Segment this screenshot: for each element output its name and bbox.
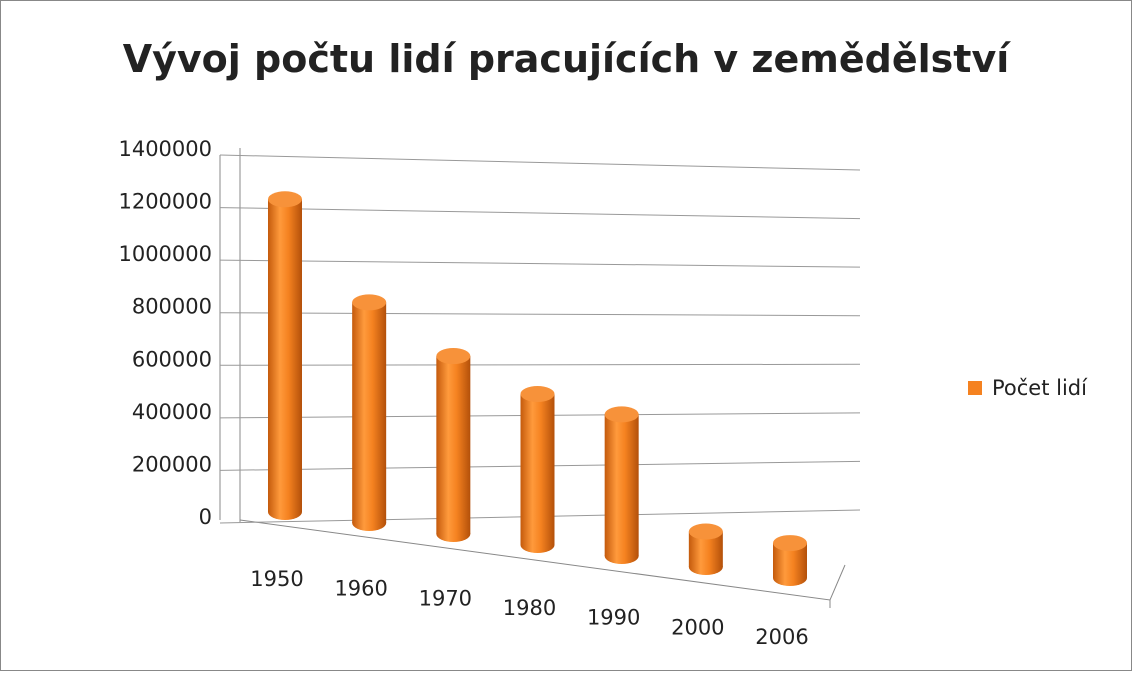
bar	[352, 302, 387, 523]
y-tick-label: 1000000	[118, 242, 212, 266]
bar-top	[352, 294, 387, 311]
y-tick-label: 200000	[132, 452, 212, 476]
y-tick-label: 1400000	[118, 137, 212, 161]
bar-top	[688, 523, 723, 540]
x-tick-label: 1970	[419, 586, 472, 610]
grid-line	[219, 312, 861, 317]
x-tick-label: 2000	[671, 615, 724, 639]
bar	[604, 414, 639, 556]
bar-bottom	[268, 504, 302, 520]
bar-bottom	[436, 526, 471, 542]
x-tick-label: 1950	[250, 567, 303, 591]
y-tick-label: 400000	[132, 400, 212, 424]
bar-bottom	[352, 515, 387, 531]
legend-label: Počet lidí	[992, 376, 1088, 400]
bar-top	[773, 535, 807, 552]
x-tick-label: 1960	[334, 577, 387, 601]
grid-line	[219, 363, 861, 366]
y-tick-label: 1200000	[118, 190, 212, 214]
x-tick-label: 1990	[587, 606, 640, 630]
grid-line	[219, 207, 861, 220]
bar-top	[520, 385, 555, 402]
bar-bottom	[520, 537, 555, 553]
x-tick-label: 1980	[503, 596, 556, 620]
chart-title: Vývoj počtu lidí pracujících v zemědělst…	[123, 37, 1011, 81]
y-tick-label: 600000	[132, 347, 212, 371]
bar	[268, 199, 302, 512]
bar-top	[436, 348, 471, 365]
x-tick-label: 2006	[755, 625, 808, 649]
bar-bottom	[773, 570, 807, 586]
y-tick-label: 800000	[132, 295, 212, 319]
bar	[436, 356, 471, 534]
y-tick-label: 0	[199, 505, 212, 529]
grid-line	[219, 259, 861, 268]
bar-bottom	[688, 559, 723, 575]
legend-swatch	[968, 381, 982, 395]
bar-top	[268, 191, 302, 208]
grid-line	[219, 154, 861, 171]
bar-top	[604, 406, 639, 423]
bar-bottom	[604, 548, 639, 564]
bar	[520, 393, 555, 545]
